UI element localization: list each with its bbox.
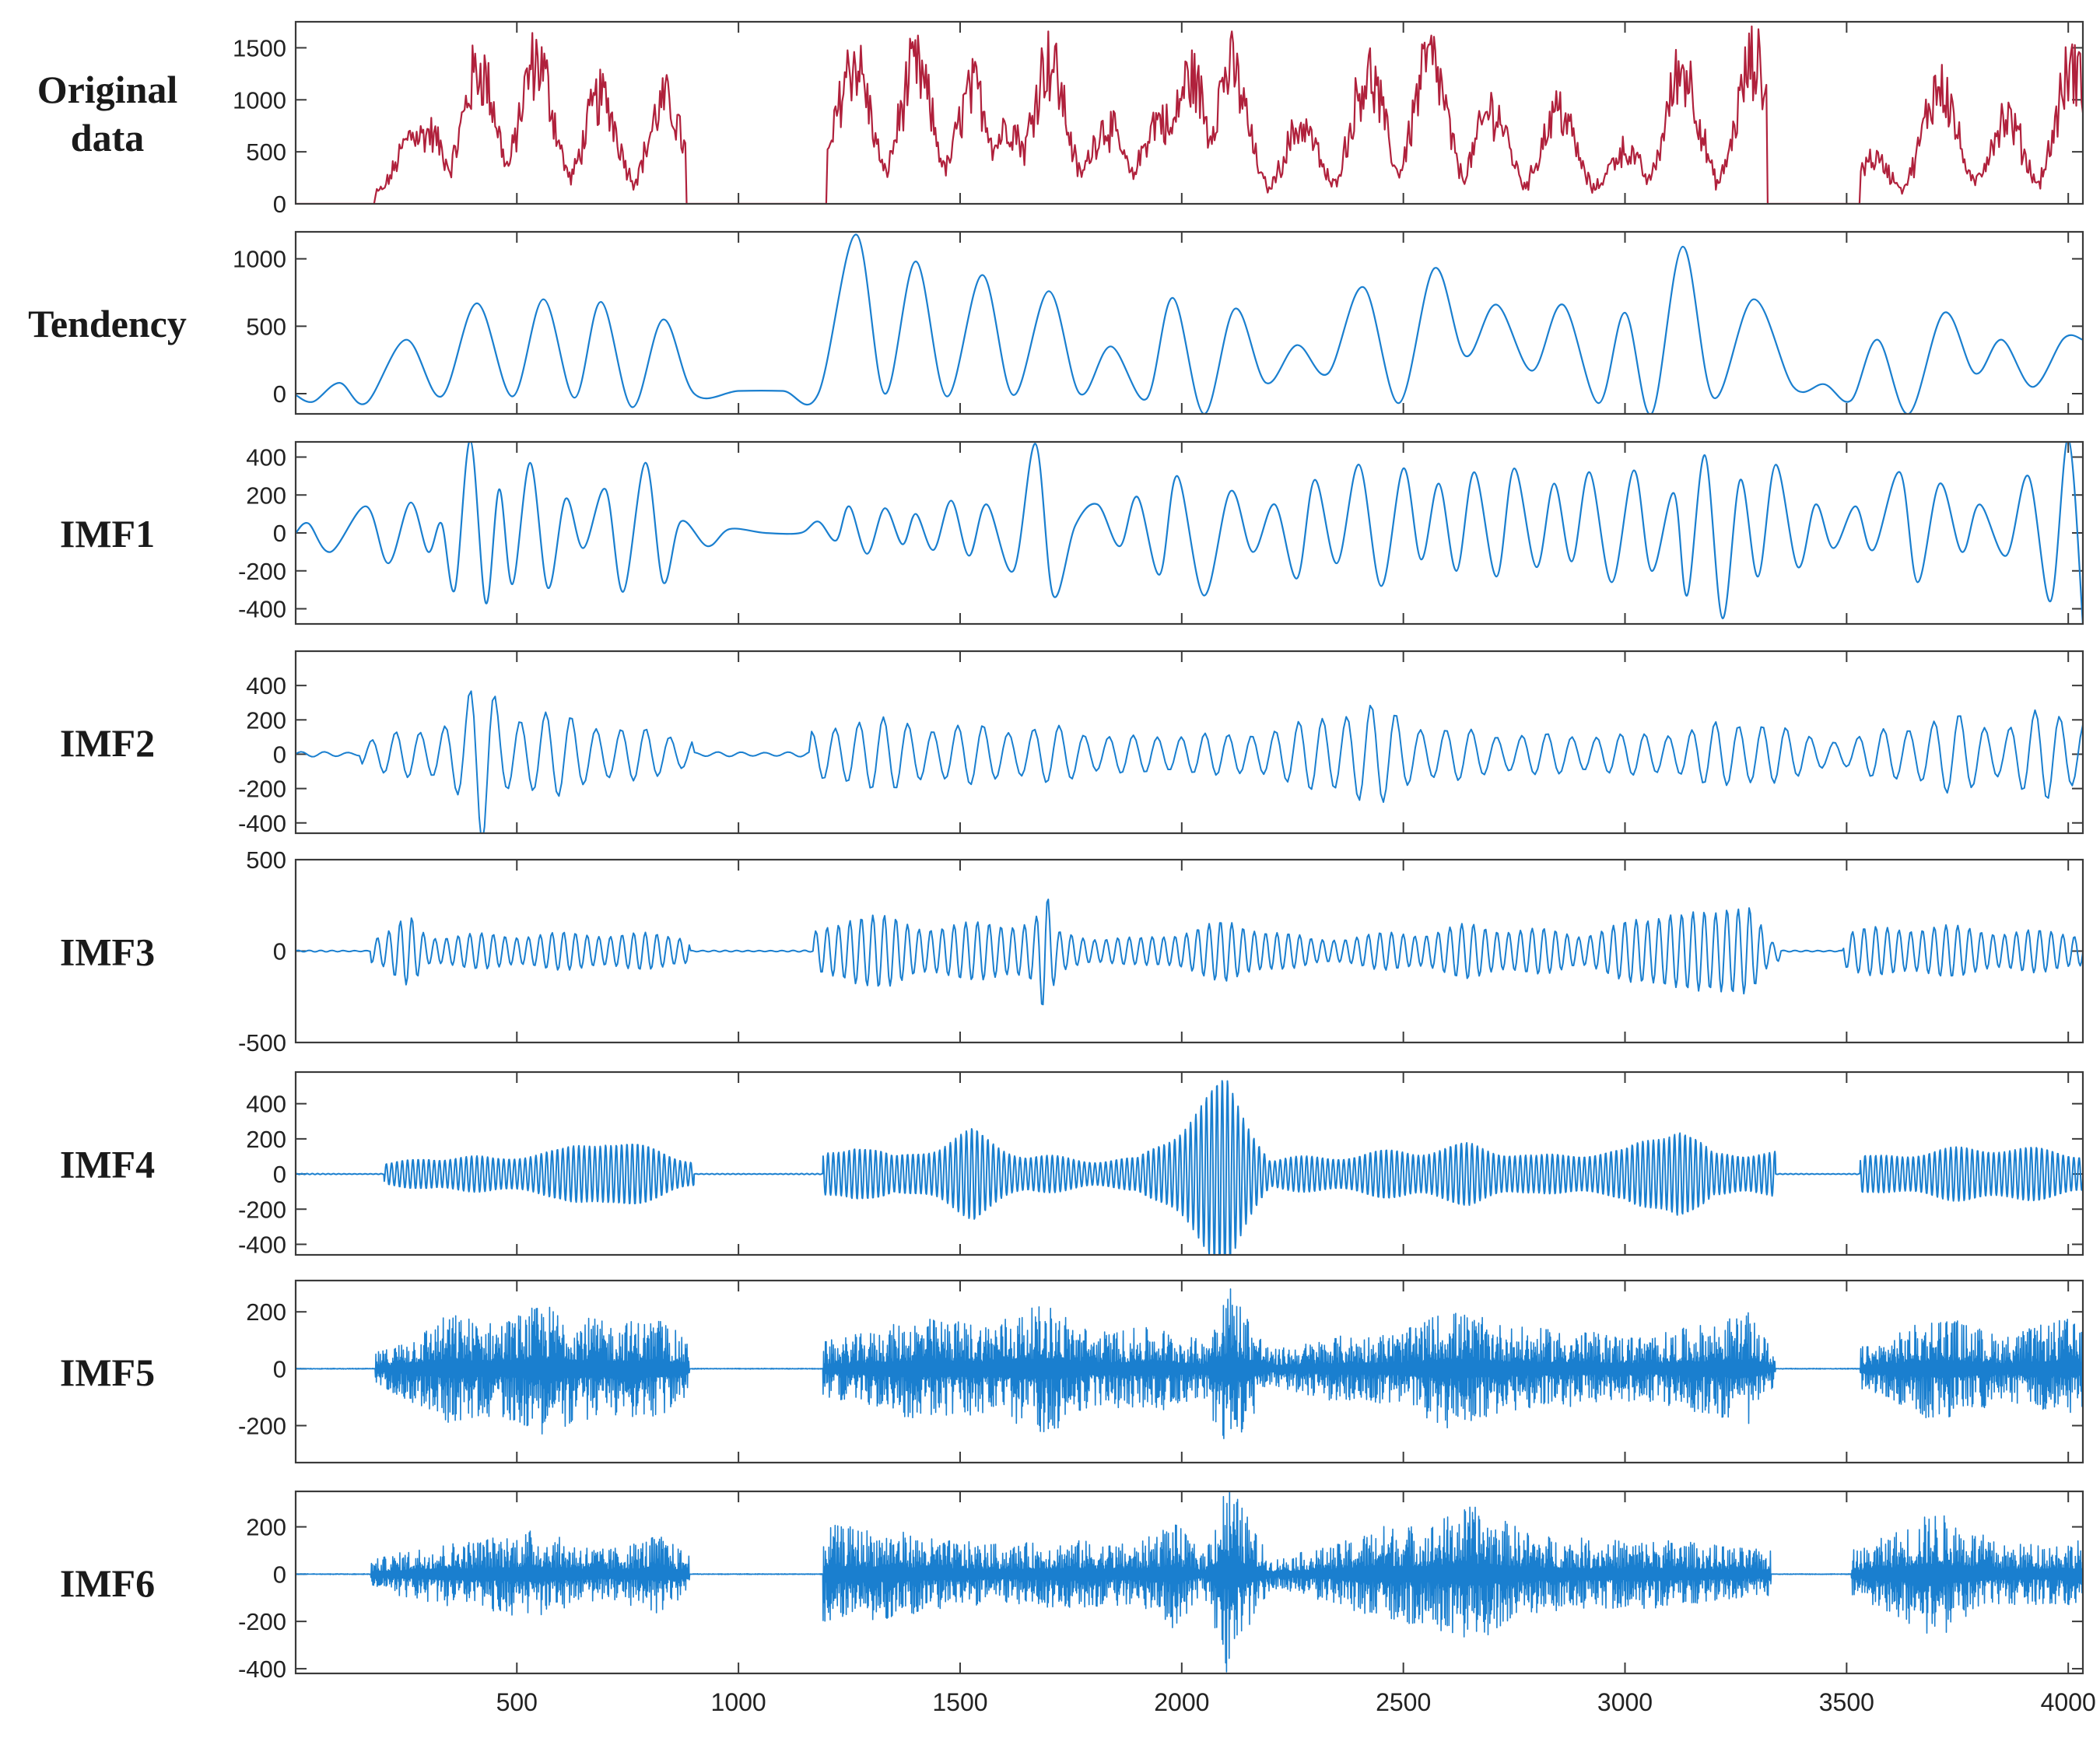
y-tick-label: -400 xyxy=(238,1231,286,1258)
y-tick-label: 0 xyxy=(273,1355,286,1382)
x-tick-label: 2500 xyxy=(1376,1688,1431,1716)
y-tick-label: -500 xyxy=(238,1029,286,1056)
series-line-original xyxy=(296,25,2082,203)
y-tick-label: 200 xyxy=(246,1126,286,1153)
y-tick-label: -200 xyxy=(238,1608,286,1635)
x-tick-label: 3000 xyxy=(1597,1688,1653,1716)
y-tick-label: 1000 xyxy=(233,246,286,273)
y-tick-label: 200 xyxy=(246,482,286,509)
series-line-imf5 xyxy=(296,1288,2082,1439)
panel-original: 0 500 1000 1500 Original data xyxy=(37,20,2084,218)
x-tick-label: 3500 xyxy=(1819,1688,1874,1716)
y-tick-label: 400 xyxy=(246,672,286,699)
x-tick-label: 4000 xyxy=(2041,1688,2096,1716)
x-tick-label: 2000 xyxy=(1154,1688,1209,1716)
panel-title: IMF3 xyxy=(60,930,155,974)
x-axis-tick-labels: 500 1000 1500 2000 2500 3000 3500 4000 xyxy=(496,1688,2096,1716)
y-tick-label: 1500 xyxy=(233,34,286,61)
panel-frame xyxy=(294,650,2084,835)
y-tick-label: 400 xyxy=(246,444,286,471)
series-line-imf6 xyxy=(296,1492,2082,1673)
panel-imf2: -400 -200 0 200 400 IMF2 xyxy=(60,650,2084,837)
panel-imf5: -200 0 200 IMF5 xyxy=(60,1279,2084,1464)
y-tick-label: 0 xyxy=(273,1561,286,1588)
series-line-imf1 xyxy=(296,443,2082,623)
panel-imf4: -400 -200 0 200 400 IMF4 xyxy=(60,1070,2084,1258)
panel-title: data xyxy=(71,116,144,159)
series-line-imf3 xyxy=(296,899,2082,1006)
y-tick-label: 500 xyxy=(246,313,286,340)
y-tick-label: 500 xyxy=(246,138,286,166)
panel-imf6: -400 -200 0 200 IMF6 xyxy=(60,1490,2084,1683)
x-tick-label: 500 xyxy=(496,1688,538,1716)
panels: 0 500 1000 1500 Original data 0 500 1000 Tendency… xyxy=(28,20,2084,1683)
y-tick-label: -200 xyxy=(238,1412,286,1439)
y-tick-label: 1000 xyxy=(233,86,286,114)
x-tick-label: 1500 xyxy=(932,1688,987,1716)
panel-title: IMF4 xyxy=(60,1143,155,1186)
panel-title: IMF2 xyxy=(60,721,155,765)
panel-frame xyxy=(294,1279,2084,1464)
panel-frame xyxy=(294,20,2084,205)
panel-tendency: 0 500 1000 Tendency xyxy=(28,230,2084,415)
series-line-imf4 xyxy=(296,1080,2082,1254)
y-tick-label: -400 xyxy=(238,596,286,623)
x-tick-label: 1000 xyxy=(711,1688,766,1716)
panel-title: Original xyxy=(37,68,178,111)
panel-imf3: -500 0 500 IMF3 xyxy=(60,846,2084,1056)
panel-frame xyxy=(294,1070,2084,1256)
y-tick-label: 0 xyxy=(273,1161,286,1188)
series-line-imf2 xyxy=(296,690,2082,832)
y-tick-label: -400 xyxy=(238,810,286,837)
series-line-tendency xyxy=(296,233,2082,413)
y-tick-label: -200 xyxy=(238,558,286,585)
y-tick-label: -200 xyxy=(238,1196,286,1223)
y-tick-label: 200 xyxy=(246,706,286,734)
y-tick-label: 200 xyxy=(246,1298,286,1326)
panel-frame xyxy=(294,1490,2084,1675)
y-tick-label: 500 xyxy=(246,846,286,874)
y-tick-label: 0 xyxy=(273,938,286,965)
panel-frame xyxy=(294,230,2084,415)
panel-imf1: -400 -200 0 200 400 IMF1 xyxy=(60,440,2084,625)
panel-title: IMF5 xyxy=(60,1351,155,1394)
y-tick-label: 0 xyxy=(273,520,286,547)
y-tick-label: -200 xyxy=(238,776,286,803)
y-tick-label: 0 xyxy=(273,380,286,408)
panel-title: Tendency xyxy=(28,302,187,345)
panel-title: IMF6 xyxy=(60,1561,155,1605)
y-tick-label: 200 xyxy=(246,1514,286,1541)
panel-title: IMF1 xyxy=(60,512,155,555)
y-tick-label: 0 xyxy=(273,741,286,768)
y-tick-label: 0 xyxy=(273,191,286,218)
y-tick-label: 400 xyxy=(246,1091,286,1118)
y-tick-label: -400 xyxy=(238,1656,286,1683)
